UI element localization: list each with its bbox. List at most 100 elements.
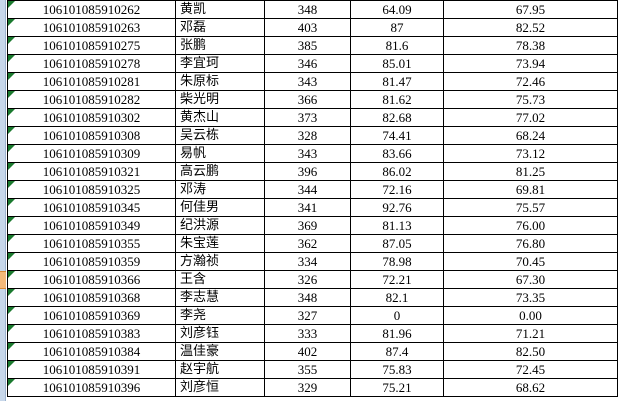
cell-total[interactable]: 328 [264,126,351,145]
cell-total[interactable]: 346 [264,54,351,73]
cell-score[interactable]: 87.4 [350,342,444,361]
cell-score[interactable]: 75.83 [350,360,444,379]
cell-id[interactable]: 106101085910391 [7,360,176,379]
cell-score[interactable]: 81.13 [350,216,444,235]
table-row[interactable]: 106101085910349 纪洪源 369 81.13 76.00 [7,216,618,235]
cell-id[interactable]: 106101085910368 [7,288,176,307]
cell-total[interactable]: 344 [264,180,351,199]
cell-total[interactable]: 327 [264,306,351,325]
cell-id[interactable]: 106101085910302 [7,108,176,127]
cell-id[interactable]: 106101085910278 [7,54,176,73]
cell-score[interactable]: 81.96 [350,324,444,343]
cell-final[interactable]: 82.52 [443,18,618,37]
cell-total[interactable]: 343 [264,72,351,91]
cell-name[interactable]: 刘彦恒 [175,378,265,397]
cell-final[interactable]: 67.30 [443,270,618,289]
cell-total[interactable]: 341 [264,198,351,217]
cell-name[interactable]: 朱原标 [175,72,265,91]
cell-name[interactable]: 温佳豪 [175,342,265,361]
table-row[interactable]: 106101085910369 李尧 327 0 0.00 [7,306,618,325]
table-row[interactable]: 106101085910355 朱宝莲 362 87.05 76.80 [7,234,618,253]
table-row[interactable]: 106101085910368 李志慧 348 82.1 73.35 [7,288,618,307]
cell-name[interactable]: 李尧 [175,306,265,325]
cell-final[interactable]: 76.80 [443,234,618,253]
table-row[interactable]: 106101085910359 方瀚祯 334 78.98 70.45 [7,252,618,271]
cell-total[interactable]: 348 [264,0,351,19]
cell-final[interactable]: 82.50 [443,342,618,361]
cell-score[interactable]: 64.09 [350,0,444,19]
cell-score[interactable]: 83.66 [350,144,444,163]
cell-score[interactable]: 92.76 [350,198,444,217]
table-row[interactable]: 106101085910384 温佳豪 402 87.4 82.50 [7,342,618,361]
cell-final[interactable]: 77.02 [443,108,618,127]
cell-name[interactable]: 李志慧 [175,288,265,307]
data-table[interactable]: 106101085910262 黄凯 348 64.09 67.95 1061010859… [7,0,618,397]
cell-name[interactable]: 朱宝莲 [175,234,265,253]
cell-total[interactable]: 343 [264,144,351,163]
cell-score[interactable]: 87.05 [350,234,444,253]
cell-final[interactable]: 75.73 [443,90,618,109]
table-row[interactable]: 106101085910275 张鹏 385 81.6 78.38 [7,36,618,55]
cell-score[interactable]: 87 [350,18,444,37]
table-row[interactable]: 106101085910281 朱原标 343 81.47 72.46 [7,72,618,91]
cell-name[interactable]: 何佳男 [175,198,265,217]
cell-total[interactable]: 366 [264,90,351,109]
cell-id[interactable]: 106101085910345 [7,198,176,217]
cell-score[interactable]: 72.21 [350,270,444,289]
cell-name[interactable]: 纪洪源 [175,216,265,235]
table-row[interactable]: 106101085910282 柴光明 366 81.62 75.73 [7,90,618,109]
cell-total[interactable]: 396 [264,162,351,181]
cell-score[interactable]: 86.02 [350,162,444,181]
cell-id[interactable]: 106101085910262 [7,0,176,19]
cell-final[interactable]: 0.00 [443,306,618,325]
cell-score[interactable]: 81.62 [350,90,444,109]
cell-score[interactable]: 78.98 [350,252,444,271]
cell-final[interactable]: 73.94 [443,54,618,73]
cell-score[interactable]: 81.47 [350,72,444,91]
cell-final[interactable]: 76.00 [443,216,618,235]
cell-score[interactable]: 81.6 [350,36,444,55]
cell-total[interactable]: 369 [264,216,351,235]
cell-name[interactable]: 方瀚祯 [175,252,265,271]
cell-total[interactable]: 385 [264,36,351,55]
cell-total[interactable]: 402 [264,342,351,361]
cell-id[interactable]: 106101085910366 [7,270,176,289]
cell-id[interactable]: 106101085910309 [7,144,176,163]
cell-final[interactable]: 71.21 [443,324,618,343]
cell-total[interactable]: 362 [264,234,351,253]
cell-score[interactable]: 74.41 [350,126,444,145]
cell-name[interactable]: 高云鹏 [175,162,265,181]
cell-score[interactable]: 82.68 [350,108,444,127]
cell-name[interactable]: 刘彦钰 [175,324,265,343]
cell-name[interactable]: 易帆 [175,144,265,163]
cell-name[interactable]: 赵宇航 [175,360,265,379]
cell-final[interactable]: 75.57 [443,198,618,217]
table-row[interactable]: 106101085910366 王含 326 72.21 67.30 [7,270,618,289]
table-row[interactable]: 106101085910383 刘彦钰 333 81.96 71.21 [7,324,618,343]
cell-name[interactable]: 王含 [175,270,265,289]
cell-score[interactable]: 0 [350,306,444,325]
cell-final[interactable]: 73.35 [443,288,618,307]
cell-id[interactable]: 106101085910321 [7,162,176,181]
cell-id[interactable]: 106101085910383 [7,324,176,343]
cell-id[interactable]: 106101085910355 [7,234,176,253]
table-row[interactable]: 106101085910345 何佳男 341 92.76 75.57 [7,198,618,217]
cell-id[interactable]: 106101085910281 [7,72,176,91]
table-row[interactable]: 106101085910302 黄杰山 373 82.68 77.02 [7,108,618,127]
cell-final[interactable]: 73.12 [443,144,618,163]
cell-id[interactable]: 106101085910359 [7,252,176,271]
cell-name[interactable]: 邓涛 [175,180,265,199]
row-header-gutter[interactable] [0,0,6,401]
cell-name[interactable]: 黄凯 [175,0,265,19]
cell-id[interactable]: 106101085910263 [7,18,176,37]
cell-final[interactable]: 70.45 [443,252,618,271]
cell-name[interactable]: 吴云栋 [175,126,265,145]
cell-score[interactable]: 82.1 [350,288,444,307]
cell-total[interactable]: 355 [264,360,351,379]
cell-id[interactable]: 106101085910384 [7,342,176,361]
table-row[interactable]: 106101085910278 李宜珂 346 85.01 73.94 [7,54,618,73]
cell-total[interactable]: 348 [264,288,351,307]
cell-id[interactable]: 106101085910282 [7,90,176,109]
cell-total[interactable]: 333 [264,324,351,343]
cell-total[interactable]: 403 [264,18,351,37]
